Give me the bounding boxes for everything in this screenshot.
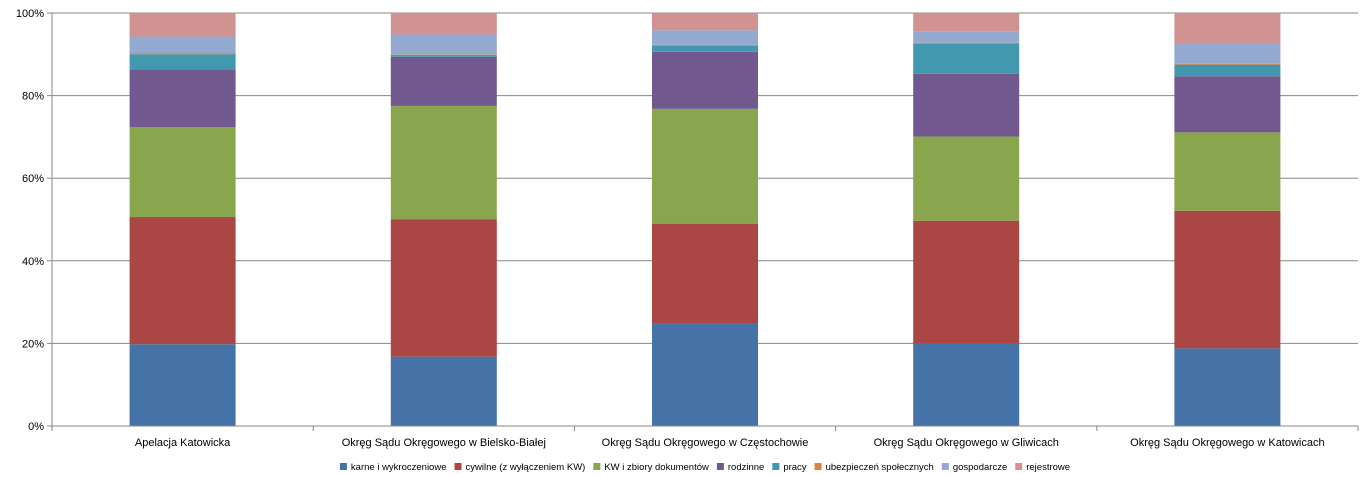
legend-item: karne i wykroczeniowe bbox=[339, 462, 447, 473]
legend-item: ubezpieczeń społecznych bbox=[814, 462, 934, 473]
bar-segment-0-1 bbox=[390, 356, 497, 426]
bar-segment-3-2 bbox=[652, 51, 758, 109]
x-category-label: Okręg Sądu Okręgowego w Bielsko-Białej bbox=[342, 437, 546, 449]
x-category-label: Okręg Sądu Okręgowego w Gliwicach bbox=[874, 437, 1059, 449]
y-tick-label: 60% bbox=[22, 173, 44, 185]
legend-item: rodzinne bbox=[716, 462, 764, 473]
legend-swatch bbox=[593, 463, 601, 470]
bar-segment-7-0 bbox=[129, 13, 236, 37]
bar-segment-1-2 bbox=[652, 223, 758, 324]
bar-segment-0-0 bbox=[129, 344, 236, 426]
legend-label: KW i zbiory dokumentów bbox=[604, 462, 709, 473]
legend-item: gospodarcze bbox=[941, 462, 1007, 473]
bar-segment-3-3 bbox=[913, 73, 1020, 137]
y-tick-label: 80% bbox=[22, 91, 44, 103]
bar-segment-6-4 bbox=[1174, 43, 1281, 64]
y-tick-label: 0% bbox=[28, 421, 44, 433]
bar-segment-5-3 bbox=[913, 42, 1020, 44]
bar-segment-7-4 bbox=[1174, 13, 1281, 44]
y-tick-label: 20% bbox=[22, 338, 44, 350]
legend-label: karne i wykroczeniowe bbox=[351, 462, 447, 473]
y-tick-label: 40% bbox=[22, 256, 44, 268]
bar-segment-4-2 bbox=[652, 45, 758, 52]
bar-segment-5-2 bbox=[652, 44, 758, 46]
bar-segment-6-3 bbox=[913, 31, 1020, 43]
bar-segment-4-3 bbox=[913, 43, 1020, 74]
bar-segment-0-3 bbox=[913, 342, 1020, 426]
bar-segment-2-2 bbox=[652, 108, 758, 224]
legend-item: cywilne (z wyłączeniem KW) bbox=[454, 462, 586, 473]
bar-segment-1-0 bbox=[129, 217, 236, 345]
x-category-labels: Apelacja Katowicka Okręg Sądu Okręgowego … bbox=[135, 437, 1325, 449]
legend-label: rejestrowe bbox=[1026, 462, 1070, 473]
bar-segment-6-0 bbox=[129, 36, 236, 54]
axes bbox=[47, 12, 1359, 431]
x-category-label: Okręg Sądu Okręgowego w Katowicach bbox=[1130, 437, 1324, 449]
legend-label: cywilne (z wyłączeniem KW) bbox=[466, 462, 586, 473]
bar-segment-0-2 bbox=[652, 323, 758, 426]
bar-segment-6-1 bbox=[390, 34, 497, 55]
bar-segment-7-2 bbox=[652, 13, 758, 31]
bar-segment-4-4 bbox=[1174, 64, 1281, 77]
bar-segment-6-2 bbox=[652, 30, 758, 45]
legend-swatch bbox=[716, 463, 724, 470]
legend-label: ubezpieczeń społecznych bbox=[826, 462, 934, 473]
y-tick-label: 100% bbox=[16, 8, 44, 20]
bars bbox=[129, 13, 1281, 426]
legend-item: rejestrowe bbox=[1015, 462, 1070, 473]
legend-swatch bbox=[814, 463, 822, 470]
bar-segment-7-1 bbox=[390, 13, 497, 35]
bar-segment-2-0 bbox=[129, 126, 236, 218]
legend-swatch bbox=[339, 463, 347, 470]
bar-segment-5-4 bbox=[1174, 63, 1281, 65]
legend-swatch bbox=[772, 463, 780, 470]
bar-segment-3-0 bbox=[129, 69, 236, 127]
legend-label: gospodarcze bbox=[953, 462, 1007, 473]
legend-swatch bbox=[454, 463, 462, 470]
legend-item: pracy bbox=[772, 462, 807, 473]
legend-swatch bbox=[941, 463, 949, 470]
bar-segment-3-4 bbox=[1174, 76, 1281, 133]
x-category-label: Apelacja Katowicka bbox=[135, 437, 231, 449]
bar-segment-2-3 bbox=[913, 136, 1020, 221]
bar-segment-4-0 bbox=[129, 54, 236, 70]
legend-item: KW i zbiory dokumentów bbox=[593, 462, 709, 473]
bar-segment-1-4 bbox=[1174, 210, 1281, 349]
bar-segment-3-1 bbox=[390, 56, 497, 106]
legend-label: pracy bbox=[783, 462, 806, 473]
x-category-label: Okręg Sądu Okręgowego w Częstochowie bbox=[602, 437, 809, 449]
y-tick-labels: 0% 20% 40% 60% 80% 100% bbox=[16, 8, 44, 433]
bar-segment-0-4 bbox=[1174, 348, 1281, 426]
bar-segment-4-1 bbox=[390, 54, 497, 57]
bar-segment-2-1 bbox=[390, 105, 497, 220]
bar-segment-7-3 bbox=[913, 13, 1020, 32]
legend: karne i wykroczeniowe cywilne (z wyłączen… bbox=[339, 462, 1070, 473]
legend-label: rodzinne bbox=[728, 462, 764, 473]
bar-segment-1-3 bbox=[913, 220, 1020, 343]
bar-segment-5-0 bbox=[129, 53, 236, 55]
bar-segment-2-4 bbox=[1174, 132, 1281, 211]
legend-swatch bbox=[1015, 463, 1023, 470]
bar-segment-1-1 bbox=[390, 219, 497, 357]
